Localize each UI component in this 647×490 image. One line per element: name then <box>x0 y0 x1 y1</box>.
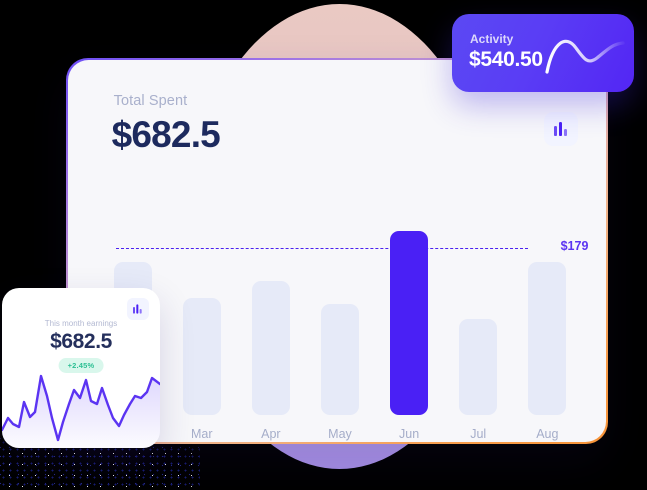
this-month-earnings-card[interactable]: This month earnings $682.5 +2.45% <box>2 288 160 448</box>
bar-may[interactable] <box>320 304 359 416</box>
bar-chart-icon-button[interactable] <box>544 111 579 146</box>
spending-bar-chart: $179 Feb Mar Apr <box>68 180 607 443</box>
bar-column-mar[interactable]: Mar <box>182 180 221 443</box>
bar-jul[interactable] <box>459 319 498 416</box>
target-reference-line <box>115 247 529 249</box>
total-spent-amount: $682.5 <box>111 113 221 155</box>
bar-column-jun[interactable]: Jun <box>390 180 429 443</box>
bar-apr[interactable] <box>251 281 290 416</box>
bar-mar[interactable] <box>182 298 221 416</box>
mini-card-amount: $682.5 <box>50 330 112 353</box>
bar-column-may[interactable]: May <box>320 180 359 443</box>
earnings-sparkline <box>2 374 160 448</box>
bar-column-aug[interactable]: Aug <box>528 180 567 443</box>
bar-chart-icon <box>133 304 142 314</box>
bar-column-apr[interactable]: Apr <box>251 180 290 443</box>
sparkline-fill <box>2 376 160 448</box>
mini-card-label: This month earnings <box>44 319 118 328</box>
bar-jun[interactable] <box>390 231 429 416</box>
target-reference-label: $179 <box>560 238 589 253</box>
mini-card-change-badge: +2.45% <box>58 358 104 373</box>
bar-label-aug: Aug <box>536 427 559 442</box>
activity-card[interactable]: Activity $540.50 <box>452 14 634 92</box>
sparkline-stroke <box>2 374 160 442</box>
activity-amount: $540.50 <box>469 48 543 71</box>
mini-bar-chart-icon-button[interactable] <box>127 298 149 320</box>
wave-line-icon <box>545 39 625 74</box>
bar-label-jul: Jul <box>470 427 487 442</box>
activity-label: Activity <box>470 32 514 46</box>
bar-label-mar: Mar <box>190 427 213 442</box>
bar-label-apr: Apr <box>261 427 281 442</box>
bar-label-may: May <box>328 427 352 442</box>
bar-chart-icon <box>553 121 567 136</box>
bar-aug[interactable] <box>528 262 567 416</box>
bar-column-jul[interactable]: Jul <box>459 180 498 443</box>
total-spent-label: Total Spent <box>113 92 188 109</box>
bar-group: Feb Mar Apr May <box>113 180 567 443</box>
bar-label-jun: Jun <box>399 427 420 442</box>
